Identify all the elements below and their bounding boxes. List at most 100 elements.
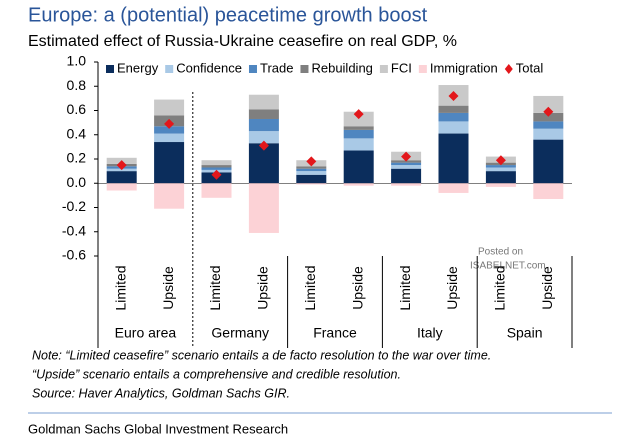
legend-marker [379, 65, 388, 73]
y-tick-label: -0.6 [62, 247, 86, 263]
bar-segment [438, 183, 469, 193]
chart-title: Europe: a (potential) peacetime growth b… [28, 4, 428, 26]
bar-segment [485, 167, 516, 172]
bar-segment [106, 171, 137, 184]
bar-segment [391, 162, 422, 166]
legend-marker [165, 65, 174, 73]
bar-segment [438, 105, 469, 113]
bar-segment [296, 166, 327, 169]
group-label: Spain [507, 325, 543, 341]
note: Source: Haver Analytics, Goldman Sachs G… [32, 386, 290, 400]
x-tick-label: Limited [492, 265, 508, 310]
bar-segment [533, 183, 564, 200]
legend-label: Trade [260, 60, 293, 75]
bar-segment [343, 150, 374, 184]
legend-label: Rebuilding [311, 60, 372, 75]
bar-segment [485, 183, 516, 187]
legend-marker [504, 64, 513, 74]
bar-segment [296, 171, 327, 175]
bar-segment [391, 183, 422, 186]
y-tick-label: 0.0 [67, 174, 87, 190]
note: Note: “Limited ceasefire” scenario entai… [32, 348, 491, 362]
y-tick-label: 0.8 [67, 77, 87, 93]
watermark: ISABELNET.com [470, 261, 546, 272]
group-label: Germany [211, 325, 269, 341]
legend-marker [106, 65, 114, 73]
bar-segment [201, 167, 232, 170]
y-tick-label: -0.2 [62, 198, 86, 214]
bar-segment [343, 183, 374, 186]
y-tick-label: 0.6 [67, 101, 87, 117]
bar-segment [248, 109, 279, 119]
legend-label: FCI [391, 60, 412, 75]
bar-segment [154, 99, 185, 116]
bar-segment [343, 126, 374, 130]
bar-segment [533, 112, 564, 122]
bar-segment [533, 139, 564, 184]
legend-label: Total [516, 60, 544, 75]
legend-marker [248, 65, 257, 73]
bar-segment [296, 174, 327, 184]
y-tick-label: 1.0 [67, 53, 87, 69]
bar-segment [343, 129, 374, 139]
bar-segment [485, 165, 516, 168]
x-tick-label: Upside [539, 266, 555, 310]
total-marker [164, 118, 175, 129]
legend-marker [418, 65, 427, 73]
x-tick-label: Upside [255, 266, 271, 310]
bar-segment [296, 168, 327, 172]
bar-segment [248, 183, 279, 233]
bar-segment [343, 138, 374, 151]
bar-segment [485, 171, 516, 184]
y-tick-label: -0.4 [62, 222, 86, 238]
legend-label: Immigration [430, 60, 498, 75]
chart-subtitle: Estimated effect of Russia-Ukraine cease… [28, 33, 457, 50]
total-marker [353, 109, 364, 120]
footer: Goldman Sachs Global Investment Research [28, 421, 288, 436]
x-tick-label: Upside [160, 266, 176, 310]
bar-segment [154, 142, 185, 184]
x-tick-label: Upside [444, 266, 460, 310]
total-marker [448, 90, 459, 101]
total-marker [211, 169, 222, 180]
note: “Upside” scenario entails a comprehensiv… [32, 367, 401, 381]
x-tick-label: Limited [397, 265, 413, 310]
group-label: Italy [417, 325, 443, 341]
bar-segment [533, 121, 564, 129]
bar-segment [154, 133, 185, 143]
bar-segment [154, 183, 185, 209]
bar-segment [296, 183, 327, 185]
legend-label: Confidence [176, 60, 242, 75]
x-tick-label: Limited [112, 265, 128, 310]
bar-segment [248, 94, 279, 110]
group-label: Euro area [115, 325, 177, 341]
total-marker [258, 140, 269, 151]
bar-segment [391, 165, 422, 169]
bar-segment [248, 118, 279, 132]
legend-marker [300, 65, 309, 73]
bar-segment [154, 126, 185, 134]
bar-segment [391, 168, 422, 184]
bar-segment [438, 121, 469, 134]
y-tick-label: 0.4 [67, 125, 87, 141]
total-marker [401, 151, 412, 162]
bar-segment [106, 183, 137, 191]
group-label: France [313, 325, 357, 341]
total-marker [306, 156, 317, 167]
y-tick-label: 0.2 [67, 150, 87, 166]
bar-segment [201, 183, 232, 198]
bar-segment [201, 160, 232, 166]
x-tick-label: Upside [349, 266, 365, 310]
total-marker [495, 155, 506, 166]
bar-segment [438, 133, 469, 184]
total-marker [116, 160, 127, 171]
watermark: Posted on [478, 247, 523, 258]
total-marker [543, 106, 554, 117]
bar-segment [533, 95, 564, 113]
bar-segment [533, 128, 564, 140]
bar-segment [248, 131, 279, 144]
bar-segment [438, 112, 469, 122]
legend-label: Energy [117, 60, 159, 75]
bar-segment [201, 165, 232, 168]
